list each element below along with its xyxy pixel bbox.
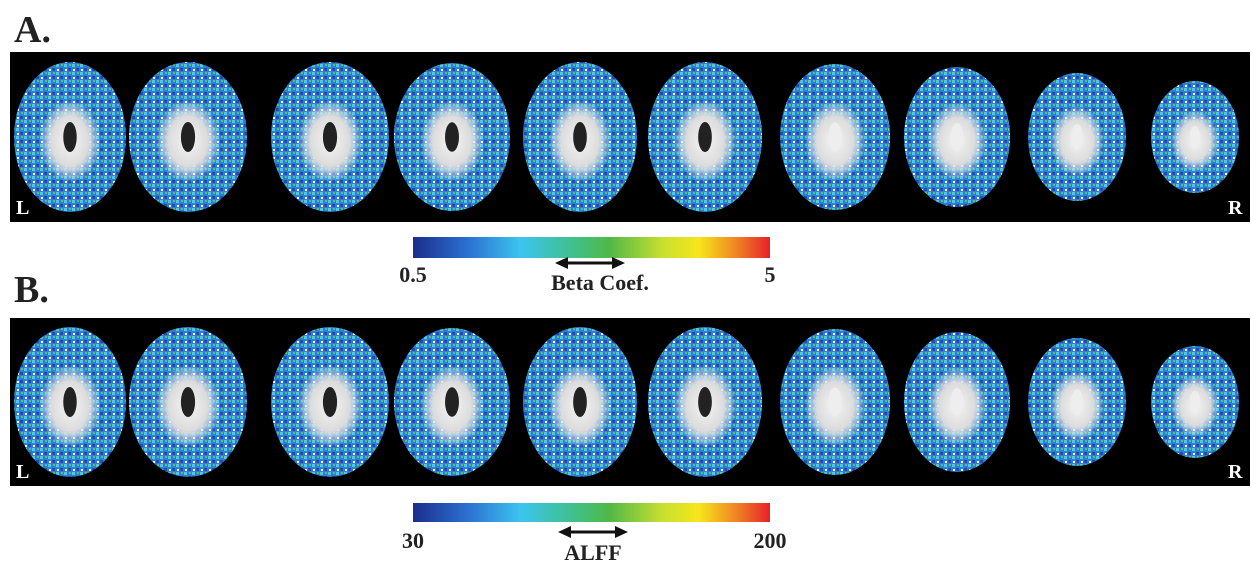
colorbar-min: 0.5 [399,262,427,287]
ventricle [573,387,587,417]
ventricle [181,122,195,152]
arrow [555,257,625,269]
colorbar [413,503,770,522]
ventricle [445,387,459,417]
ventricle [445,122,459,152]
ventricle [1190,126,1201,148]
ventricle [951,123,964,151]
ventricle [1071,124,1083,150]
colorbar-max: 5 [765,262,776,287]
right-label: R [1228,461,1243,483]
ventricle [828,122,841,151]
arrow [558,526,628,538]
ventricle [828,387,841,416]
right-label: R [1228,197,1243,219]
panel-label: B. [14,269,49,311]
ventricle [698,122,712,152]
ventricle [181,387,195,417]
colorbar [413,237,770,258]
colorbar-title: ALFF [564,540,621,565]
ventricle [951,388,964,416]
ventricle [1071,389,1083,415]
colorbar-title: Beta Coef. [551,270,649,295]
ventricle [323,122,337,152]
figure: A. L R 0.5 5 Beta Coef. B. L R 30 200 AL… [0,0,1252,567]
colorbar-max: 200 [754,528,787,553]
ventricle [1190,391,1201,413]
ventricle [573,122,587,152]
ventricle [698,387,712,417]
left-label: L [16,461,29,483]
ventricle [323,387,337,417]
colorbar-min: 30 [402,528,424,553]
left-label: L [16,197,29,219]
ventricle [63,387,76,417]
panel-label: A. [14,9,51,51]
ventricle [63,122,76,152]
